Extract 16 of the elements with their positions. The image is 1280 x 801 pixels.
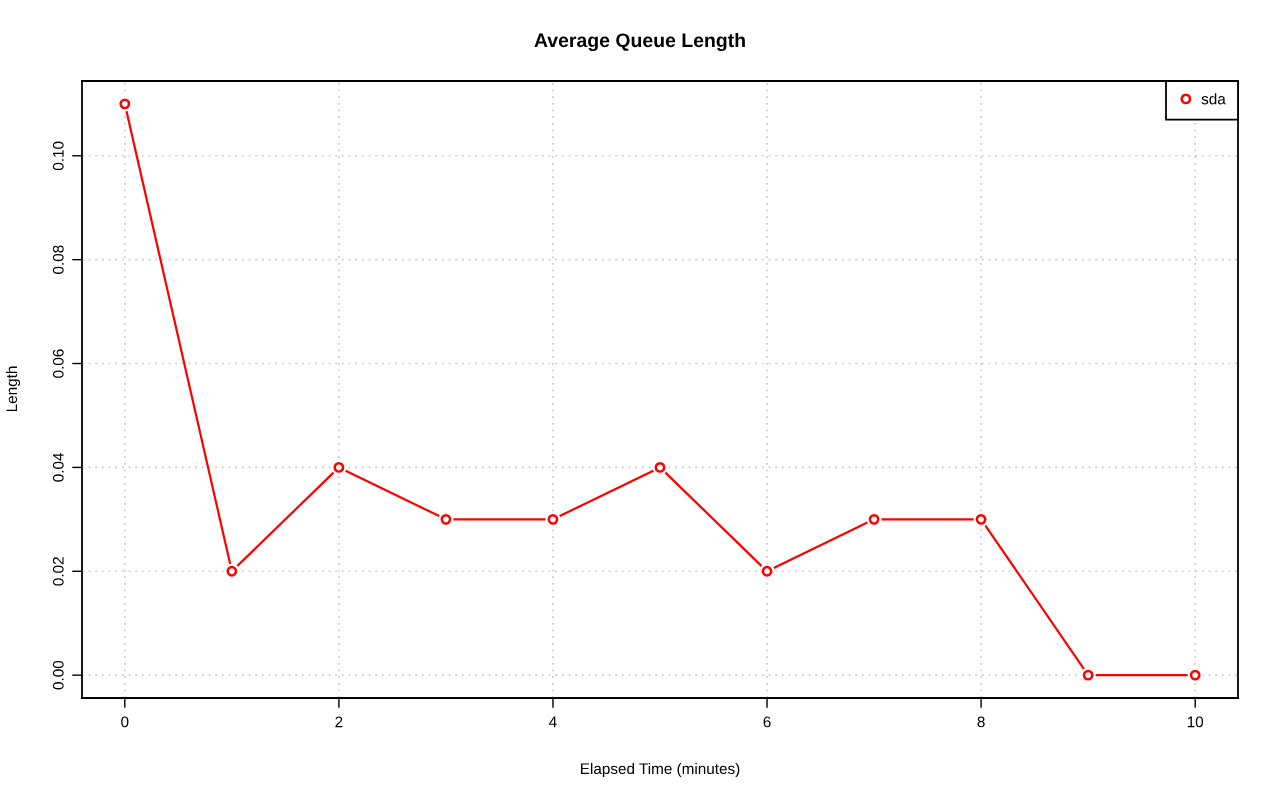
legend-label: sda bbox=[1201, 93, 1226, 105]
x-tick-label: 8 bbox=[977, 716, 985, 728]
y-tick-label: 0.10 bbox=[52, 141, 64, 171]
x-tick-label: 2 bbox=[335, 716, 343, 728]
y-tick-label: 0.08 bbox=[52, 245, 64, 274]
x-tick-label: 4 bbox=[549, 716, 557, 728]
y-tick-label: 0.06 bbox=[52, 349, 64, 378]
chart-title: Average Queue Length bbox=[534, 32, 745, 52]
y-axis-title: Length bbox=[5, 366, 21, 412]
x-axis-title: Elapsed Time (minutes) bbox=[581, 762, 740, 778]
x-tick-label: 10 bbox=[1187, 716, 1204, 728]
y-tick-label: 0.02 bbox=[52, 557, 64, 586]
y-tick-label: 0.04 bbox=[52, 452, 64, 482]
y-tick-label: 0.00 bbox=[52, 660, 64, 690]
x-tick-label: 6 bbox=[763, 716, 771, 728]
x-tick-label: 0 bbox=[121, 716, 129, 728]
